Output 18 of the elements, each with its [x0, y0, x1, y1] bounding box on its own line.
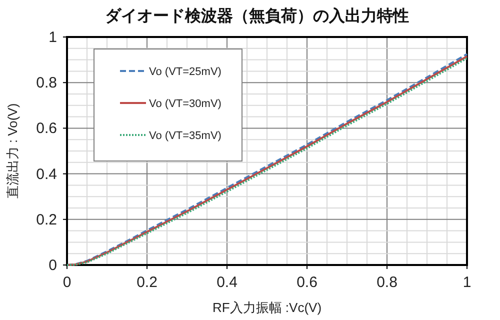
x-tick-label: 0.6	[296, 274, 318, 291]
x-tick-label: 1	[462, 274, 472, 291]
x-axis-title: RF入力振幅 :Vc(V)	[212, 300, 322, 315]
y-tick-label: 0	[48, 257, 57, 274]
y-axis-title: 直流出力 : Vo(V)	[5, 103, 20, 199]
y-tick-label: 0.8	[36, 74, 57, 92]
chart-title: ダイオード検波器（無負荷）の入出力特性	[105, 7, 409, 25]
y-tick-label: 1	[48, 29, 57, 46]
x-tick-label: 0	[62, 274, 72, 291]
y-tick-label: 0.2	[36, 211, 57, 228]
legend-label: Vo (VT=30mV)	[149, 98, 222, 110]
legend-label: Vo (VT=35mV)	[149, 130, 222, 142]
x-tick-label: 0.4	[216, 274, 238, 291]
y-tick-label: 0.4	[36, 166, 57, 183]
legend-label: Vo (VT=25mV)	[149, 66, 222, 78]
x-tick-label: 0.8	[376, 274, 398, 291]
x-tick-label: 0.2	[136, 274, 158, 291]
y-tick-label: 0.6	[36, 120, 57, 138]
